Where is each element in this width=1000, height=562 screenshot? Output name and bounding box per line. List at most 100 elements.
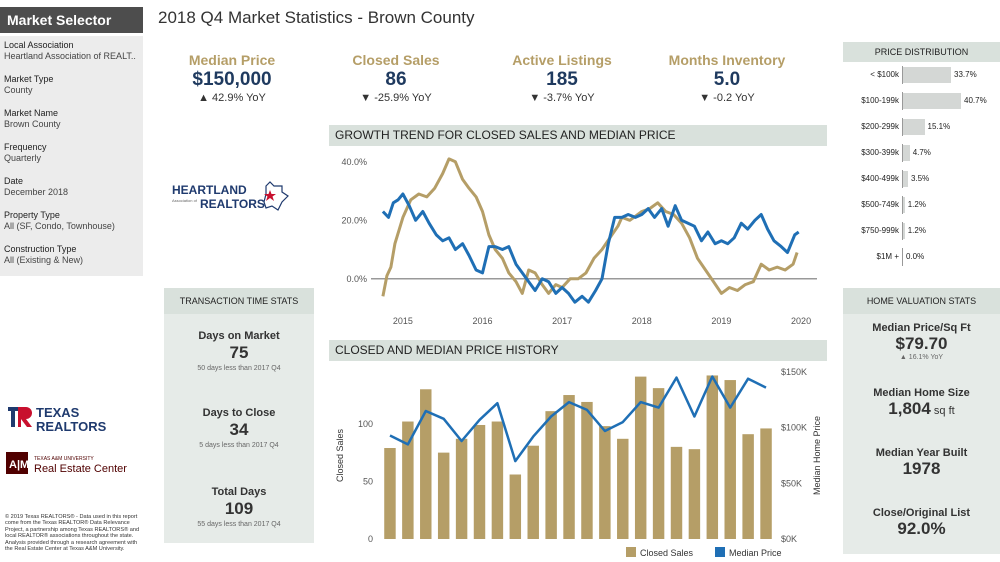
- price-range-label: $1M +: [876, 252, 899, 261]
- bar-axis-line: [902, 170, 903, 188]
- price-distribution-bar: [903, 197, 905, 213]
- price-distribution-row[interactable]: $200-299k 15.1%: [843, 118, 1000, 136]
- closed-sales-bar: [581, 401, 593, 539]
- kpi-change: ▼ -25.9% YoY: [360, 92, 432, 104]
- price-distribution-pct: 33.7%: [954, 70, 977, 79]
- kpi-label: Median Price: [188, 52, 276, 68]
- closed-sales-bar: [670, 446, 683, 539]
- closed-sales-bar: [599, 426, 611, 539]
- price-distribution-panel: PRICE DISTRIBUTION < $100k 33.7% $100-199k…: [843, 42, 1000, 272]
- filter-value[interactable]: December 2018: [4, 187, 69, 197]
- bar-axis-line: [902, 222, 903, 240]
- x-tick-label: 2020: [791, 316, 811, 326]
- x-tick-label: 2015: [393, 316, 413, 326]
- y2-tick-label: $50K: [781, 478, 802, 488]
- closed-sales-bar: [545, 411, 557, 539]
- price-distribution-title: PRICE DISTRIBUTION: [843, 42, 1000, 62]
- heartland-realtors-logo: HEARTLAND Association of REALTORS: [170, 178, 300, 214]
- price-distribution-pct: 1.2%: [907, 226, 926, 235]
- price-range-label: $750-999k: [861, 226, 899, 235]
- y-tick-label: 0: [368, 534, 373, 544]
- closed-sales-bar: [688, 449, 701, 539]
- svg-text:TEXAS: TEXAS: [36, 405, 80, 420]
- bar-axis-line: [902, 118, 903, 136]
- kpi-change: ▼ -0.2 YoY: [699, 92, 755, 104]
- filter-property-type[interactable]: Property Type All (SF, Condo, Townhouse): [4, 210, 139, 232]
- filter-frequency[interactable]: Frequency Quarterly: [4, 142, 139, 164]
- price-distribution-row[interactable]: $100-199k 40.7%: [843, 92, 1000, 110]
- closed-sales-bar: [509, 474, 522, 539]
- filter-value[interactable]: Brown County: [4, 119, 61, 129]
- kpi-label: Closed Sales: [352, 52, 440, 68]
- hv-label: Median Year Built: [875, 447, 968, 459]
- home-valuation-title: HOME VALUATION STATS: [843, 288, 1000, 314]
- x-tick-label: 2019: [711, 316, 731, 326]
- bar-axis-line: [902, 92, 903, 110]
- kpi-change: ▼ -3.7% YoY: [529, 92, 595, 104]
- legend-swatch-median-price: [715, 547, 725, 557]
- closed-sales-bar: [724, 380, 736, 539]
- tts-label: Days to Close: [202, 407, 276, 419]
- filter-value[interactable]: County: [4, 85, 33, 95]
- legend-label: Median Price: [729, 548, 782, 558]
- price-distribution-row[interactable]: $300-399k 4.7%: [843, 144, 1000, 162]
- price-distribution-row[interactable]: $1M + 0.0%: [843, 248, 1000, 266]
- svg-text:REALTORS: REALTORS: [200, 197, 265, 211]
- filter-value[interactable]: Quarterly: [4, 153, 42, 163]
- transaction-time-panel: TRANSACTION TIME STATS Days on Market 75…: [164, 288, 314, 543]
- svg-text:HEARTLAND: HEARTLAND: [172, 183, 247, 197]
- x-tick-label: 2017: [552, 316, 572, 326]
- y-tick-label: 20.0%: [341, 215, 367, 225]
- price-distribution-pct: 1.2%: [907, 200, 926, 209]
- sidebar: Market Selector Local Association Heartl…: [0, 0, 143, 562]
- price-range-label: $400-499k: [861, 174, 899, 183]
- filter-date[interactable]: Date December 2018: [4, 176, 139, 198]
- hv-value-number: $79.70: [895, 334, 948, 353]
- y2-axis-label: Median Home Price: [812, 416, 822, 495]
- price-distribution-row[interactable]: < $100k 33.7%: [843, 66, 1000, 84]
- filter-panel: Local Association Heartland Association …: [0, 36, 143, 276]
- kpi-months-inventory: Months Inventory 5.0 ▼ -0.2 YoY: [657, 52, 797, 104]
- bar-axis-line: [902, 196, 903, 214]
- closed-sales-bar: [706, 375, 719, 539]
- closed-sales-bar: [760, 428, 772, 539]
- price-range-label: $300-399k: [861, 148, 899, 157]
- kpi-value: 86: [385, 69, 407, 90]
- y2-tick-label: $150K: [781, 367, 807, 377]
- tts-comparison: 5 days less than 2017 Q4: [199, 442, 279, 449]
- price-distribution-row[interactable]: $400-499k 3.5%: [843, 170, 1000, 188]
- price-distribution-bar: [903, 67, 952, 83]
- bar-axis-line: [902, 66, 903, 84]
- closed-sales-bar: [527, 445, 539, 539]
- svg-text:A|M: A|M: [9, 459, 29, 471]
- filter-label: Construction Type: [4, 244, 77, 254]
- filter-label: Date: [4, 176, 24, 186]
- tts-comparison: 55 days less than 2017 Q4: [197, 521, 281, 528]
- svg-text:Association of: Association of: [172, 198, 198, 203]
- filter-label: Market Name: [4, 108, 59, 118]
- tts-days-to-close: Days to Close 34 5 days less than 2017 Q…: [164, 407, 314, 449]
- filter-value[interactable]: All (Existing & New): [4, 255, 84, 265]
- hv-unit: sq ft: [930, 405, 955, 417]
- price-range-label: $100-199k: [861, 96, 899, 105]
- price-distribution-row[interactable]: $500-749k 1.2%: [843, 196, 1000, 214]
- price-distribution-bar: [903, 119, 925, 135]
- filter-label: Market Type: [4, 74, 54, 84]
- chart-legend: Closed Sales Median Price: [626, 547, 782, 558]
- filter-value[interactable]: Heartland Association of REALT..: [4, 51, 136, 61]
- median-price-growth-line: [381, 192, 800, 304]
- market-selector-title: Market Selector: [0, 7, 143, 33]
- closed-median-history-chart[interactable]: 0 50 100 $0K $50K $100K $150K Closed Sales Media…: [329, 362, 827, 562]
- filter-construction-type[interactable]: Construction Type All (Existing & New): [4, 244, 139, 266]
- filter-value[interactable]: All (SF, Condo, Townhouse): [4, 221, 115, 231]
- price-distribution-pct: 40.7%: [964, 96, 987, 105]
- bar-axis-line: [902, 248, 903, 266]
- svg-text:TEXAS A&M UNIVERSITY: TEXAS A&M UNIVERSITY: [34, 456, 94, 462]
- filter-market-type[interactable]: Market Type County: [4, 74, 139, 96]
- kpi-value: $150,000: [192, 69, 272, 90]
- filter-local-association[interactable]: Local Association Heartland Association …: [4, 40, 139, 62]
- filter-label: Frequency: [4, 142, 47, 152]
- price-distribution-row[interactable]: $750-999k 1.2%: [843, 222, 1000, 240]
- filter-market-name[interactable]: Market Name Brown County: [4, 108, 139, 130]
- history-title: CLOSED AND MEDIAN PRICE HISTORY: [329, 340, 827, 361]
